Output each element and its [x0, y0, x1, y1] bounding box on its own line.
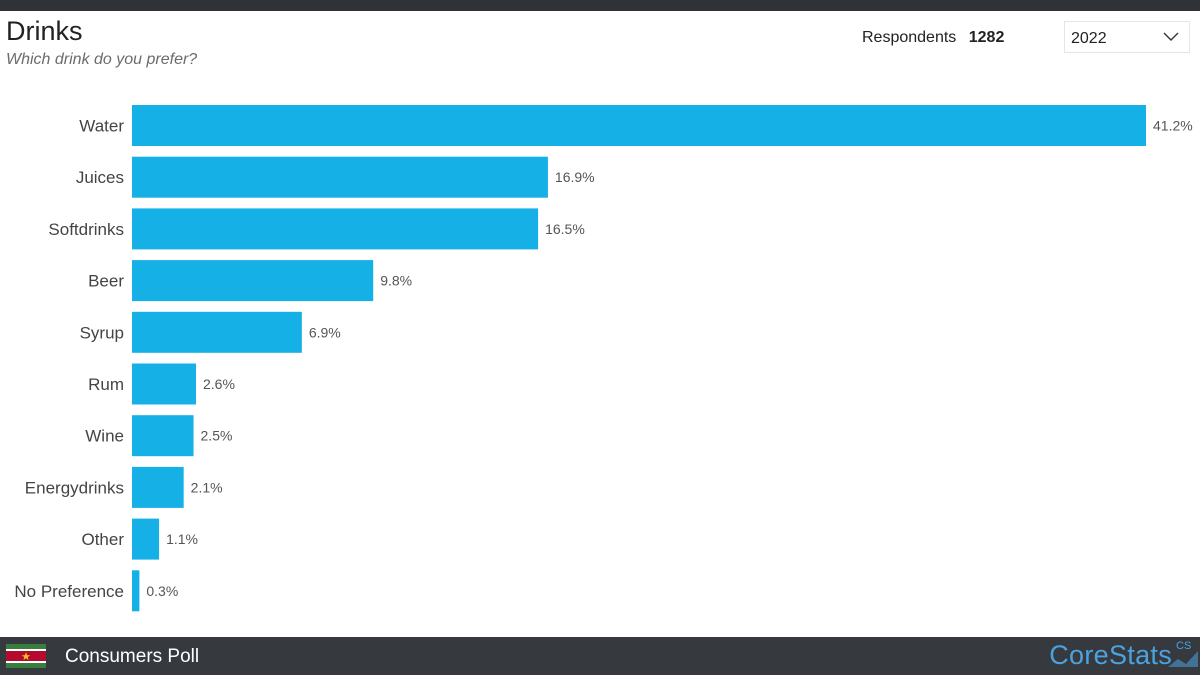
- data-label: 2.5%: [201, 428, 233, 444]
- category-label: Water: [79, 117, 124, 136]
- chevron-down-icon: [1163, 32, 1179, 41]
- svg-text:CS: CS: [1176, 640, 1191, 652]
- data-label: 16.9%: [555, 169, 595, 185]
- data-label: 6.9%: [309, 324, 341, 340]
- category-label: Rum: [88, 375, 124, 394]
- year-dropdown[interactable]: 2022: [1064, 21, 1190, 53]
- category-label: Softdrinks: [48, 220, 124, 239]
- footer-title: Consumers Poll: [65, 646, 200, 667]
- respondents-count: 1282: [968, 29, 1005, 46]
- data-label: 1.1%: [166, 531, 198, 547]
- bar-syrup[interactable]: [132, 311, 302, 353]
- category-label: Beer: [88, 272, 124, 291]
- bar-chart: Water 41.2% Juices 16.9% Softdrinks 16.5% Beer…: [14, 105, 1193, 612]
- bar-juices[interactable]: [132, 156, 548, 198]
- data-label: 2.6%: [203, 376, 235, 392]
- brand-logo-text: CoreStats: [1049, 640, 1172, 670]
- top-strip: [0, 0, 1200, 11]
- respondents-summary: Respondents 1282: [862, 29, 1004, 47]
- bar-no-preference[interactable]: [132, 570, 140, 612]
- bar-water[interactable]: [132, 105, 1146, 146]
- bar-other[interactable]: [132, 518, 160, 560]
- category-label: Energydrinks: [25, 478, 124, 497]
- category-label: Juices: [76, 168, 124, 187]
- bar-rum[interactable]: [132, 363, 196, 405]
- footer-bar: Consumers Poll CoreStats CS: [0, 637, 1200, 675]
- category-label: Other: [81, 530, 124, 549]
- bar-softdrinks[interactable]: [132, 208, 539, 250]
- page-subtitle: Which drink do you prefer?: [6, 51, 198, 68]
- page-title: Drinks: [6, 16, 83, 46]
- data-label: 16.5%: [545, 221, 585, 237]
- category-label: No Preference: [14, 582, 124, 601]
- data-label: 9.8%: [380, 273, 412, 289]
- respondents-label: Respondents: [862, 29, 957, 46]
- category-label: Wine: [85, 427, 124, 446]
- bar-beer[interactable]: [132, 260, 374, 302]
- suriname-flag-icon: [6, 644, 46, 668]
- category-label: Syrup: [80, 323, 124, 342]
- year-value: 2022: [1071, 30, 1107, 47]
- data-label: 0.3%: [146, 583, 178, 599]
- bar-energydrinks[interactable]: [132, 466, 184, 508]
- bar-wine[interactable]: [132, 415, 194, 457]
- data-label: 2.1%: [191, 479, 223, 495]
- data-label: 41.2%: [1153, 118, 1193, 134]
- corestats-logo-icon: CS: [1168, 640, 1198, 667]
